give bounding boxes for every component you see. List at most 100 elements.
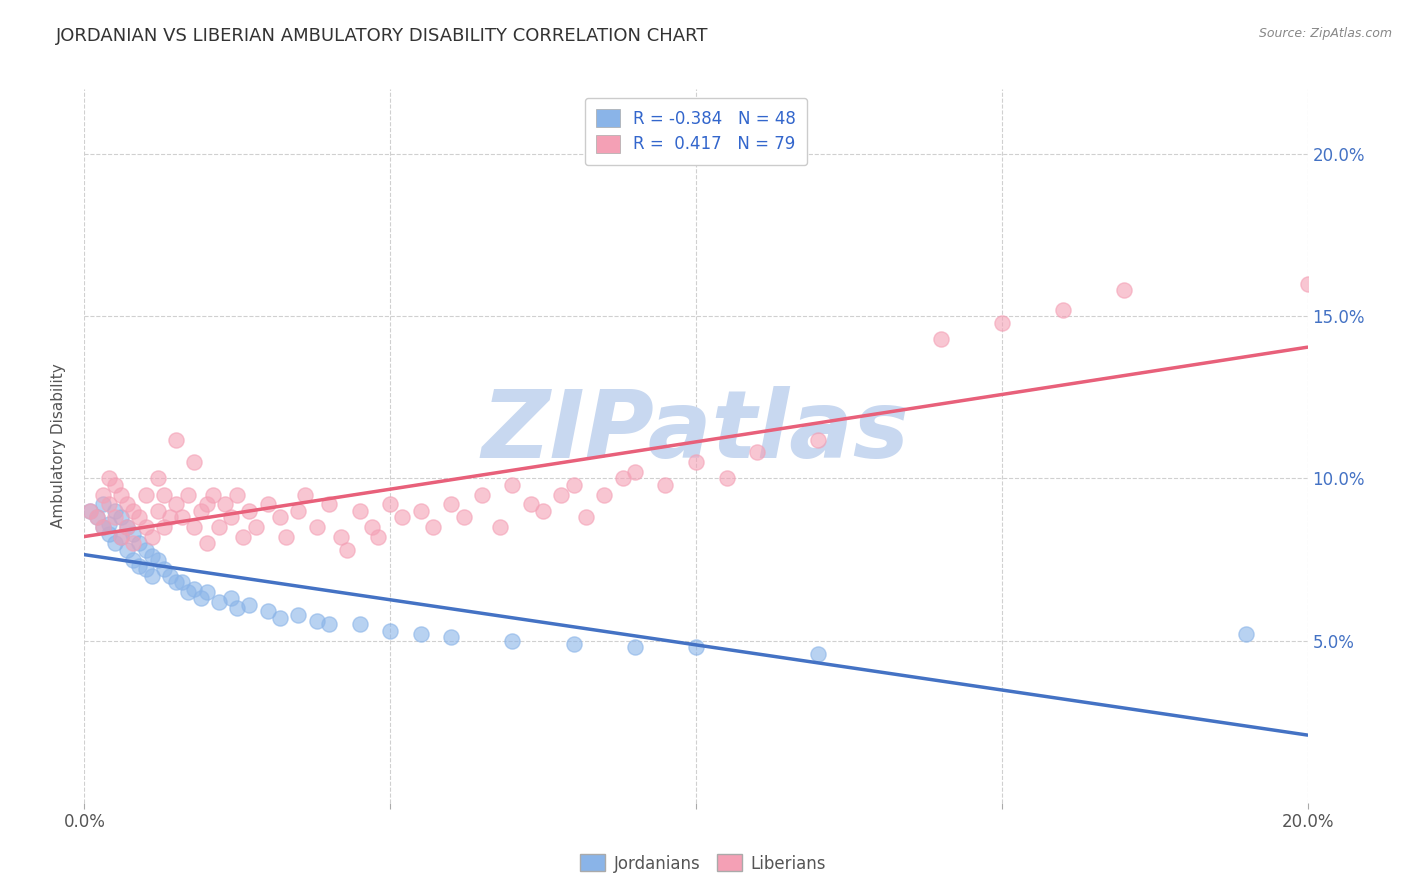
Point [146,504,169,518]
Point [685,640,707,654]
Point [195,497,218,511]
Point [153,520,176,534]
Point [440,497,463,511]
Text: ZIPatlas: ZIPatlas [482,385,910,478]
Point [685,455,707,469]
Point [104,510,127,524]
Point [380,497,402,511]
Text: JORDANIAN VS LIBERIAN AMBULATORY DISABILITY CORRELATION CHART: JORDANIAN VS LIBERIAN AMBULATORY DISABIL… [56,27,709,45]
Point [91,488,114,502]
Point [135,562,157,576]
Point [86,510,108,524]
Point [287,504,309,518]
Point [226,488,249,502]
Point [115,542,138,557]
Point [165,433,187,447]
Point [305,520,328,534]
Point [1236,627,1258,641]
Point [1114,283,1136,297]
Point [104,478,127,492]
Point [245,520,267,534]
Point [195,585,218,599]
Point [219,591,242,606]
Point [128,559,150,574]
Point [409,504,432,518]
Point [104,504,127,518]
Point [654,478,676,492]
Point [409,627,432,641]
Point [336,542,359,557]
Point [624,640,647,654]
Point [214,497,236,511]
Point [115,520,138,534]
Point [991,316,1014,330]
Point [575,510,598,524]
Point [146,552,169,566]
Point [104,536,127,550]
Point [226,601,249,615]
Point [183,520,205,534]
Point [159,568,181,582]
Point [287,607,309,622]
Point [276,530,298,544]
Point [238,504,260,518]
Point [146,471,169,485]
Point [141,568,163,582]
Point [165,497,187,511]
Point [153,562,176,576]
Point [141,549,163,564]
Point [360,520,382,534]
Point [502,478,524,492]
Point [367,530,389,544]
Point [135,488,157,502]
Point [232,530,254,544]
Point [807,647,830,661]
Point [172,575,194,590]
Point [115,497,138,511]
Point [201,488,224,502]
Point [269,510,291,524]
Point [183,455,205,469]
Point [422,520,444,534]
Point [172,510,194,524]
Point [97,526,120,541]
Point [747,445,769,459]
Point [1296,277,1319,291]
Point [612,471,634,485]
Y-axis label: Ambulatory Disability: Ambulatory Disability [51,364,66,528]
Point [562,637,585,651]
Point [122,552,145,566]
Point [122,504,145,518]
Point [531,504,554,518]
Point [349,617,371,632]
Point [550,488,572,502]
Point [110,510,132,524]
Legend: R = -0.384   N = 48, R =  0.417   N = 79: R = -0.384 N = 48, R = 0.417 N = 79 [585,97,807,165]
Point [208,520,231,534]
Point [562,478,585,492]
Point [593,488,616,502]
Point [238,598,260,612]
Point [122,536,145,550]
Point [177,585,200,599]
Point [115,520,138,534]
Point [257,497,280,511]
Point [716,471,738,485]
Point [391,510,413,524]
Point [440,631,463,645]
Point [195,536,218,550]
Point [91,497,114,511]
Point [97,471,120,485]
Point [269,611,291,625]
Point [128,536,150,550]
Point [318,497,340,511]
Point [159,510,181,524]
Point [183,582,205,596]
Point [135,542,157,557]
Point [624,465,647,479]
Point [208,595,231,609]
Point [79,504,101,518]
Point [330,530,353,544]
Point [471,488,494,502]
Legend: Jordanians, Liberians: Jordanians, Liberians [574,847,832,880]
